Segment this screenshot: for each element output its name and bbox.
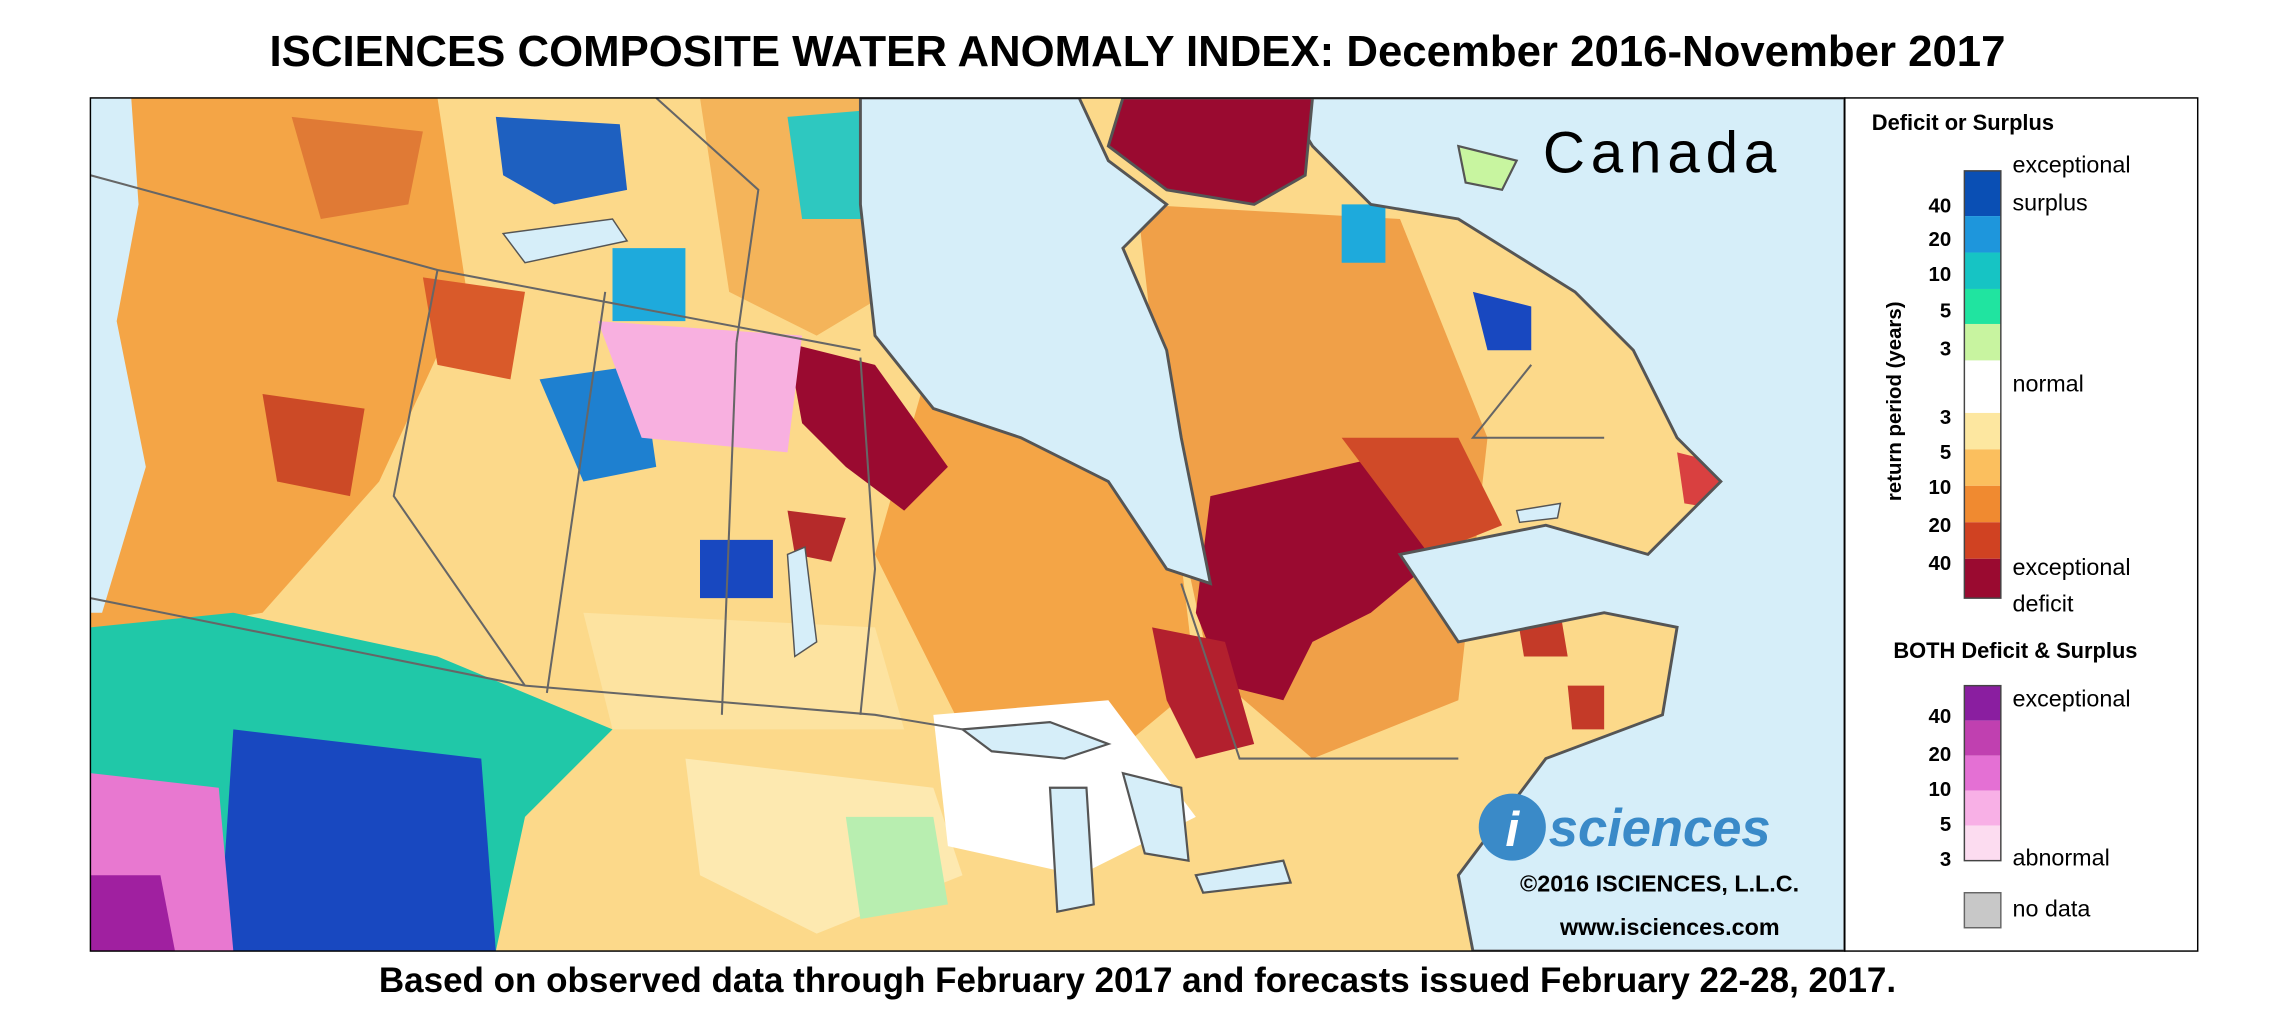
swatch <box>1964 216 2001 253</box>
swatch <box>1964 288 2001 324</box>
swatches: 40 20 10 5 3 3 5 10 20 40 <box>1929 170 2002 599</box>
legend-label: normal <box>2012 370 2083 396</box>
legend-frame <box>1844 97 2199 952</box>
footer: Based on observed data through February … <box>379 961 1896 1000</box>
map: Canada i sciences ©2016 ISCIENCES, L.L.C… <box>90 97 1845 952</box>
tick-label: 40 <box>1929 196 1952 218</box>
logo-letter: i <box>1505 801 1520 857</box>
tick-label: 5 <box>1940 442 1951 464</box>
swatch <box>1964 360 2001 413</box>
swatch <box>1964 558 2001 599</box>
swatch <box>1964 825 2001 861</box>
tick-label: 10 <box>1929 477 1952 499</box>
tick-label: 5 <box>1940 301 1951 323</box>
swatch <box>1964 323 2001 361</box>
swatch <box>1964 170 2001 217</box>
swatch <box>1964 252 2001 289</box>
logo: i sciences <box>1478 793 1771 861</box>
legend-label: deficit <box>2012 591 2073 617</box>
tick-label: 3 <box>1940 849 1951 871</box>
island <box>1106 97 1314 206</box>
legend-title: BOTH Deficit & Surplus <box>1893 638 2137 663</box>
axis-label: return period (years) <box>1884 301 1906 501</box>
region-label: Canada <box>1543 120 1782 185</box>
url: www.isciences.com <box>1559 914 1780 940</box>
tick-label: 40 <box>1929 553 1952 575</box>
title: ISCIENCES COMPOSITE WATER ANOMALY INDEX:… <box>270 27 2006 76</box>
borders <box>90 97 1605 760</box>
logo-word: sciences <box>1549 799 1771 858</box>
legend-label: exceptional <box>2012 685 2130 711</box>
swatch <box>1964 720 2001 756</box>
no-data-swatch <box>1963 892 2002 929</box>
tick-label: 5 <box>1940 814 1951 836</box>
swatch <box>1964 485 2001 523</box>
tick-label: 3 <box>1940 407 1951 429</box>
swatch <box>1964 685 2001 721</box>
copyright: ©2016 ISCIENCES, L.L.C. <box>1520 870 1799 896</box>
legend-label: surplus <box>2012 190 2087 216</box>
tick-label: 10 <box>1929 779 1952 801</box>
swatch <box>1964 522 2001 559</box>
anomaly-patches <box>90 97 1736 952</box>
tick-label: 20 <box>1929 515 1952 537</box>
swatch-frame <box>1963 684 2002 862</box>
swatch <box>1964 449 2001 486</box>
tick-label: 20 <box>1929 744 1952 766</box>
swatch-frame <box>1963 170 2002 599</box>
tick-label: 10 <box>1929 264 1952 286</box>
swatch <box>1964 755 2001 791</box>
water <box>90 97 1845 952</box>
island <box>1456 144 1519 192</box>
swatch <box>1964 412 2001 450</box>
legend: Deficit or Surplus return period (years)… <box>1844 97 2199 952</box>
swatch <box>1964 790 2001 826</box>
tick-label: 20 <box>1929 229 1952 251</box>
legend-label: exceptional <box>2012 152 2130 178</box>
swatches: 40 20 10 5 3 <box>1929 684 2002 871</box>
tick-label: 3 <box>1940 339 1951 361</box>
legend-label: no data <box>2012 895 2090 921</box>
legend-title: Deficit or Surplus <box>1872 110 2054 135</box>
legend-label: exceptional <box>2012 554 2130 580</box>
tick-label: 40 <box>1929 706 1952 728</box>
legend-label: abnormal <box>2012 844 2109 870</box>
